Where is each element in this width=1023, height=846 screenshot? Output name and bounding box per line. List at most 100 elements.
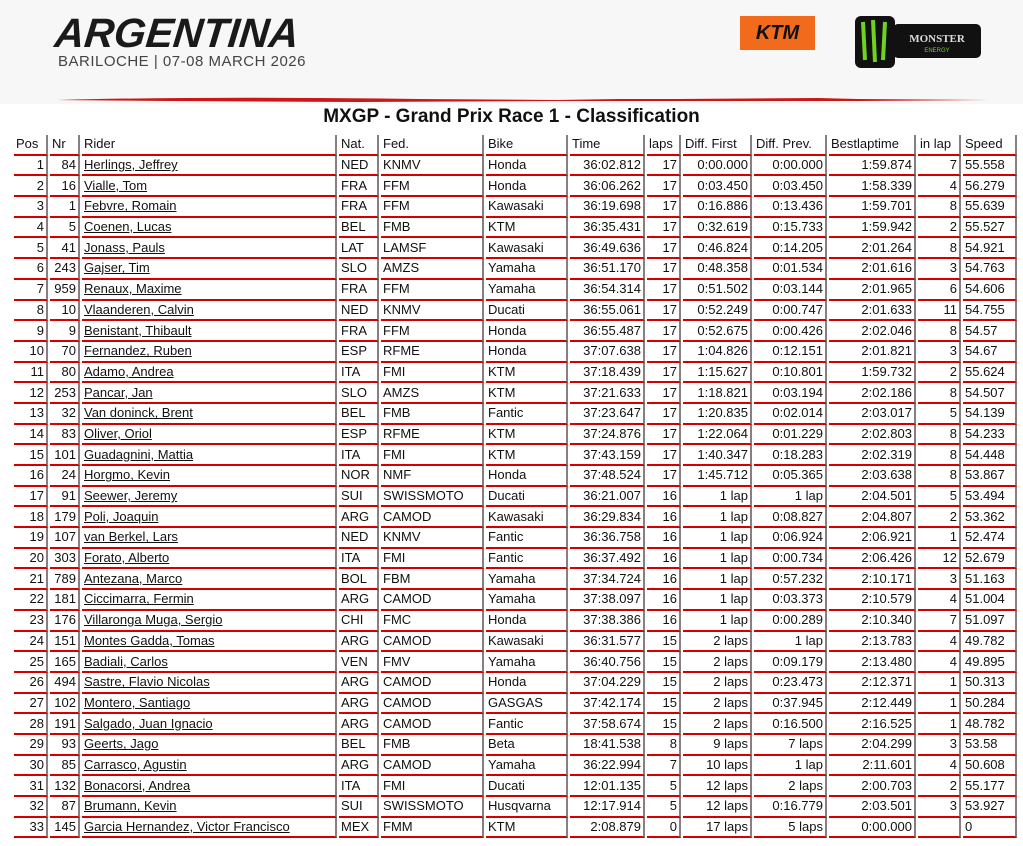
rider-link[interactable]: Febvre, Romain	[84, 198, 177, 214]
cell-diff-prev: 1 lap	[754, 631, 827, 653]
cell-rider: Geerts, Jago	[82, 734, 337, 756]
cell-laps: 16	[647, 590, 681, 611]
rider-link[interactable]: Sastre, Flavio Nicolas	[84, 674, 210, 690]
rider-link[interactable]: Benistant, Thibault	[84, 322, 192, 338]
cell-time: 37:42.174	[570, 693, 645, 715]
rider-link[interactable]: Horgmo, Kevin	[84, 467, 170, 483]
rider-link[interactable]: Herlings, Jeffrey	[84, 157, 178, 173]
rider-link[interactable]: Ciccimarra, Fermin	[84, 591, 194, 607]
cell-pos: 9	[14, 321, 48, 342]
cell-fed: LAMSF	[381, 238, 484, 260]
cell-speed: 51.163	[963, 569, 1017, 591]
rider-link[interactable]: Coenen, Lucas	[84, 219, 172, 235]
cell-nat: BOL	[339, 569, 379, 591]
rider-link[interactable]: Antezana, Marco	[84, 570, 183, 586]
column-header-in-lap: in lap	[918, 135, 961, 156]
table-row: 10 70 Fernandez, Ruben ESP RFME Honda 37:07.63…	[14, 341, 1017, 363]
rider-link[interactable]: Fernandez, Ruben	[84, 343, 192, 359]
cell-nat: ARG	[339, 755, 379, 777]
rider-link[interactable]: Vlaanderen, Calvin	[84, 301, 194, 317]
cell-in-lap: 4	[918, 176, 961, 198]
cell-bestlaptime: 2:16.525	[829, 714, 916, 735]
cell-laps: 5	[647, 797, 681, 818]
cell-pos: 27	[14, 693, 48, 715]
cell-in-lap: 8	[918, 445, 961, 466]
table-row: 22 181 Ciccimarra, Fermin ARG CAMOD Yamaha 37:…	[14, 590, 1017, 611]
rider-link[interactable]: Adamo, Andrea	[84, 363, 174, 379]
rider-link[interactable]: Salgado, Juan Ignacio	[84, 715, 213, 731]
cell-bike: Ducati	[486, 486, 568, 508]
cell-laps: 17	[647, 341, 681, 363]
cell-nr: 101	[50, 445, 80, 466]
rider-link[interactable]: Montes Gadda, Tomas	[84, 632, 215, 648]
rider-link[interactable]: Guadagnini, Mattia	[84, 446, 194, 462]
cell-speed: 55.639	[963, 197, 1017, 218]
monster-energy-logo: MONSTER ENERGY	[855, 16, 981, 68]
cell-pos: 21	[14, 569, 48, 591]
cell-diff-prev: 0:00.289	[754, 610, 827, 632]
cell-rider: Vialle, Tom	[82, 176, 337, 198]
rider-link[interactable]: Forato, Alberto	[84, 550, 170, 566]
cell-speed: 54.139	[963, 403, 1017, 425]
cell-bestlaptime: 2:13.783	[829, 631, 916, 653]
cell-nat: NED	[339, 155, 379, 177]
cell-rider: Montes Gadda, Tomas	[82, 631, 337, 653]
rider-link[interactable]: Bonacorsi, Andrea	[84, 777, 191, 793]
cell-in-lap: 1	[918, 528, 961, 549]
rider-link[interactable]: Brumann, Kevin	[84, 798, 177, 814]
cell-fed: FFM	[381, 279, 484, 301]
rider-link[interactable]: Badiali, Carlos	[84, 653, 168, 669]
cell-speed: 49.895	[963, 652, 1017, 673]
cell-pos: 7	[14, 279, 48, 301]
cell-laps: 17	[647, 403, 681, 425]
cell-speed: 53.494	[963, 486, 1017, 508]
cell-diff-prev: 0:03.373	[754, 590, 827, 611]
event-banner: ARGENTINA BARILOCHE | 07-08 MARCH 2026 K…	[0, 0, 1023, 104]
rider-link[interactable]: Garcia Hernandez, Victor Francisco	[84, 819, 290, 835]
cell-rider: Poli, Joaquin	[82, 507, 337, 529]
cell-in-lap: 4	[918, 590, 961, 611]
cell-bike: Honda	[486, 466, 568, 487]
rider-link[interactable]: Geerts, Jago	[84, 736, 159, 752]
cell-rider: Bonacorsi, Andrea	[82, 776, 337, 797]
cell-diff-first: 1 lap	[683, 507, 752, 529]
cell-pos: 28	[14, 714, 48, 735]
cell-nr: 24	[50, 466, 80, 487]
cell-time: 37:43.159	[570, 445, 645, 466]
cell-time: 36:40.756	[570, 652, 645, 673]
rider-link[interactable]: Oliver, Oriol	[84, 425, 152, 441]
rider-link[interactable]: Vialle, Tom	[84, 177, 148, 193]
cell-nr: 5	[50, 217, 80, 239]
cell-nr: 9	[50, 321, 80, 342]
cell-pos: 14	[14, 424, 48, 446]
cell-fed: FFM	[381, 321, 484, 342]
cell-fed: FMI	[381, 362, 484, 384]
cell-nat: FRA	[339, 197, 379, 218]
rider-link[interactable]: Pancar, Jan	[84, 384, 153, 400]
cell-fed: FMB	[381, 403, 484, 425]
rider-link[interactable]: Van doninck, Brent	[84, 405, 193, 421]
rider-link[interactable]: Montero, Santiago	[84, 694, 191, 710]
cell-nat: NED	[339, 528, 379, 549]
rider-link[interactable]: Poli, Joaquin	[84, 508, 159, 524]
cell-time: 36:37.492	[570, 548, 645, 570]
rider-link[interactable]: Jonass, Pauls	[84, 239, 165, 255]
rider-link[interactable]: Renaux, Maxime	[84, 281, 182, 297]
cell-nr: 303	[50, 548, 80, 570]
rider-link[interactable]: Carrasco, Agustin	[84, 756, 187, 772]
cell-diff-first: 2 laps	[683, 714, 752, 735]
table-header-row: Pos Nr Rider Nat. Fed. Bike Time laps Diff. Firs…	[14, 135, 1017, 156]
rider-link[interactable]: van Berkel, Lars	[84, 529, 178, 545]
cell-laps: 17	[647, 259, 681, 280]
rider-link[interactable]: Gajser, Tim	[84, 260, 150, 276]
table-row: 24 151 Montes Gadda, Tomas ARG CAMOD Kawasaki…	[14, 631, 1017, 653]
cell-laps: 0	[647, 817, 681, 839]
cell-bestlaptime: 2:02.319	[829, 445, 916, 466]
rider-link[interactable]: Villaronga Muga, Sergio	[84, 612, 223, 628]
cell-diff-first: 0:46.824	[683, 238, 752, 260]
cell-diff-first: 1 lap	[683, 528, 752, 549]
rider-link[interactable]: Seewer, Jeremy	[84, 488, 178, 504]
cell-rider: Benistant, Thibault	[82, 321, 337, 342]
cell-laps: 17	[647, 197, 681, 218]
cell-pos: 18	[14, 507, 48, 529]
